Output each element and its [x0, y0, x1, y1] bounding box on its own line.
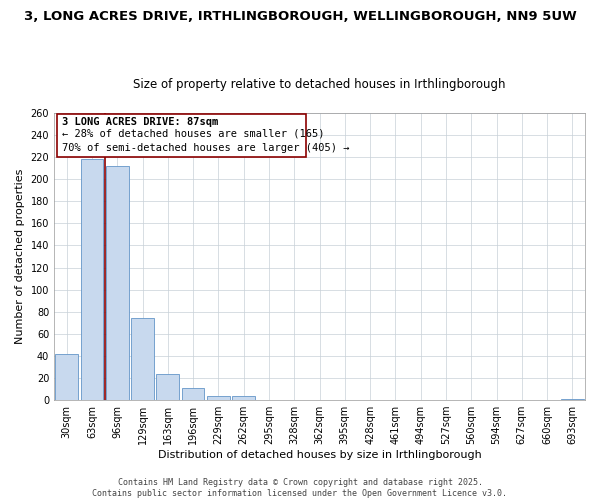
- X-axis label: Distribution of detached houses by size in Irthlingborough: Distribution of detached houses by size …: [158, 450, 481, 460]
- Bar: [182, 388, 205, 400]
- Y-axis label: Number of detached properties: Number of detached properties: [15, 169, 25, 344]
- Text: 3, LONG ACRES DRIVE, IRTHLINGBOROUGH, WELLINGBOROUGH, NN9 5UW: 3, LONG ACRES DRIVE, IRTHLINGBOROUGH, WE…: [23, 10, 577, 23]
- FancyBboxPatch shape: [56, 114, 306, 158]
- Text: 3 LONG ACRES DRIVE: 87sqm: 3 LONG ACRES DRIVE: 87sqm: [62, 118, 218, 128]
- Bar: [131, 318, 154, 400]
- Title: Size of property relative to detached houses in Irthlingborough: Size of property relative to detached ho…: [133, 78, 506, 91]
- Bar: [106, 166, 128, 400]
- Bar: [207, 396, 230, 400]
- Bar: [55, 354, 78, 400]
- Bar: [157, 374, 179, 400]
- Text: Contains HM Land Registry data © Crown copyright and database right 2025.
Contai: Contains HM Land Registry data © Crown c…: [92, 478, 508, 498]
- Text: ← 28% of detached houses are smaller (165)
70% of semi-detached houses are large: ← 28% of detached houses are smaller (16…: [62, 129, 350, 153]
- Bar: [80, 160, 103, 400]
- Bar: [561, 399, 584, 400]
- Bar: [232, 396, 255, 400]
